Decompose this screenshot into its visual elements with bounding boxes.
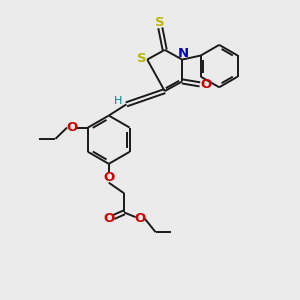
Text: S: S (136, 52, 146, 64)
Text: O: O (200, 78, 212, 91)
Text: O: O (103, 172, 114, 184)
Text: O: O (103, 212, 114, 225)
Text: O: O (66, 121, 77, 134)
Text: N: N (178, 47, 189, 60)
Text: O: O (135, 212, 146, 225)
Text: S: S (155, 16, 165, 29)
Text: H: H (114, 96, 122, 106)
